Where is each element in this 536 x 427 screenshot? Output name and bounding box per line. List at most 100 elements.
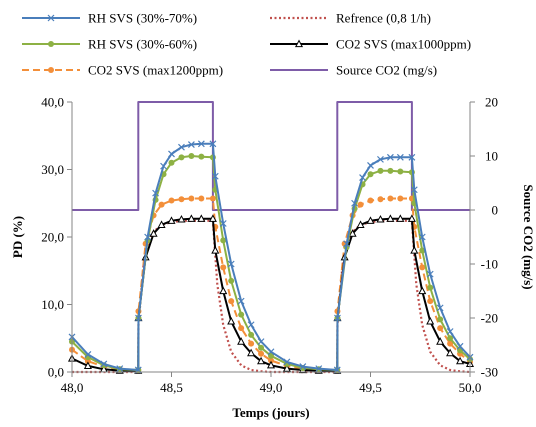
data-point-rh60 [168, 159, 175, 166]
data-point-rh60 [377, 167, 384, 174]
data-point-rh60 [427, 284, 434, 291]
series-ref [72, 219, 471, 374]
legend-label: CO2 SVS (max1000ppm) [336, 37, 471, 52]
legend-label: RH SVS (30%-60%) [88, 37, 197, 52]
data-point-rh70 [359, 174, 366, 182]
data-point-rh70 [351, 199, 359, 207]
data-point-rh60 [367, 171, 374, 178]
data-point-rh70 [267, 348, 275, 356]
data-point-rh60 [387, 167, 394, 174]
data-point-co2_1000 [219, 286, 228, 295]
data-point-co2_1000 [187, 214, 196, 222]
series-rh60 [69, 153, 473, 373]
data-point-rh70 [408, 153, 416, 161]
data-point-co2_1000 [197, 214, 206, 222]
data-point-rh60 [258, 344, 265, 351]
data-point-rh60 [238, 311, 245, 318]
legend-label: Source CO2 (mg/s) [336, 63, 437, 78]
data-point-co2_1200 [387, 195, 394, 202]
data-point-co2_1000 [348, 229, 357, 237]
data-point-co2_1000 [456, 356, 465, 365]
series-line-source [72, 101, 470, 211]
data-point-co2_1200 [447, 340, 454, 347]
data-point-co2_1000 [426, 316, 435, 325]
y-tick-label-right: -10 [481, 257, 498, 272]
data-point-rh70 [187, 141, 195, 148]
data-point-rh70 [237, 297, 245, 305]
data-point-co2_1200 [258, 350, 265, 357]
series-line-co2_1200 [71, 197, 471, 371]
data-point-co2_1000 [366, 216, 375, 224]
data-point-co2_1000 [227, 316, 236, 325]
data-point-co2_1000 [257, 356, 266, 365]
y-tick-label-left: 10,0 [41, 297, 64, 312]
data-point-rh70 [299, 363, 307, 371]
data-point-co2_1200 [228, 298, 235, 305]
legend-item-co2_1200: CO2 SVS (max1200ppm) [22, 63, 223, 78]
data-point-co2_1200 [188, 195, 195, 202]
data-point-co2_1200 [357, 201, 364, 208]
x-tick-label: 48,0 [61, 380, 84, 395]
data-point-co2_1000 [266, 360, 276, 369]
data-point-co2_1200 [158, 201, 165, 208]
data-point-co2_1000 [356, 220, 365, 228]
data-point-rh70 [343, 240, 351, 248]
data-point-co2_1000 [83, 361, 92, 370]
data-point-co2_1000 [237, 337, 246, 345]
data-point-co2_1000 [149, 229, 158, 237]
data-point-co2_1200 [268, 357, 274, 364]
y-tick-label-right: 0 [492, 203, 499, 218]
data-point-co2_1000 [386, 214, 395, 222]
data-point-rh60 [447, 335, 454, 342]
data-point-rh70 [418, 233, 426, 241]
data-point-co2_1200 [168, 197, 175, 204]
data-point-rh70 [219, 220, 227, 227]
data-point-rh70 [436, 304, 444, 312]
data-point-co2_1200 [220, 264, 227, 271]
data-point-rh70 [247, 321, 255, 329]
data-point-rh60 [178, 154, 185, 161]
data-point-co2_1200 [419, 264, 426, 271]
data-point-rh70 [386, 153, 394, 161]
data-point-co2_1000 [376, 214, 385, 223]
data-point-rh60 [198, 153, 205, 160]
y-tick-label-left: 30,0 [41, 162, 64, 177]
data-point-rh60 [248, 331, 255, 338]
series-layer [67, 101, 475, 374]
y-tick-label-right: -20 [481, 311, 498, 326]
data-point-co2_1000 [282, 364, 291, 372]
y-tick-label-left: 20,0 [41, 230, 64, 245]
data-point-rh70 [410, 186, 418, 194]
legend-item-rh60: RH SVS (30%-60%) [22, 37, 197, 52]
data-point-rh70 [283, 358, 291, 366]
data-point-co2_1000 [177, 214, 186, 223]
series-line-ref [72, 219, 471, 374]
x-tick-label: 48,5 [160, 380, 183, 395]
axes-layer: 48,0 48,5 49,0 49,5 50,0 0,0 10,0 20,0 30,0 40,0 -… [41, 95, 498, 396]
legend-marker [48, 67, 54, 73]
data-point-rh70 [227, 260, 235, 268]
data-point-co2_1200 [238, 325, 245, 332]
series-line-co2_1000 [71, 217, 471, 372]
data-point-rh70 [334, 314, 341, 322]
y-tick-label-right: -30 [481, 365, 498, 380]
x-tick-label: 50,0 [459, 380, 482, 395]
data-point-co2_1000 [418, 286, 427, 295]
data-point-rh70 [426, 270, 434, 278]
data-point-rh70 [377, 155, 384, 163]
x-tick-label: 49,5 [359, 380, 382, 395]
series-line-rh60 [71, 155, 471, 371]
data-point-rh70 [456, 342, 464, 350]
data-point-co2_1000 [410, 246, 419, 254]
data-point-co2_1200 [209, 195, 216, 202]
data-point-rh70 [160, 162, 167, 170]
y-tick-label-right: 20 [485, 95, 498, 110]
data-point-co2_1000 [211, 246, 220, 254]
data-point-co2_1000 [247, 348, 256, 357]
data-point-rh70 [446, 328, 454, 335]
data-point-rh70 [257, 338, 265, 346]
data-point-co2_1000 [167, 216, 176, 224]
data-point-co2_1200 [377, 196, 384, 203]
data-point-co2_1200 [367, 197, 374, 204]
